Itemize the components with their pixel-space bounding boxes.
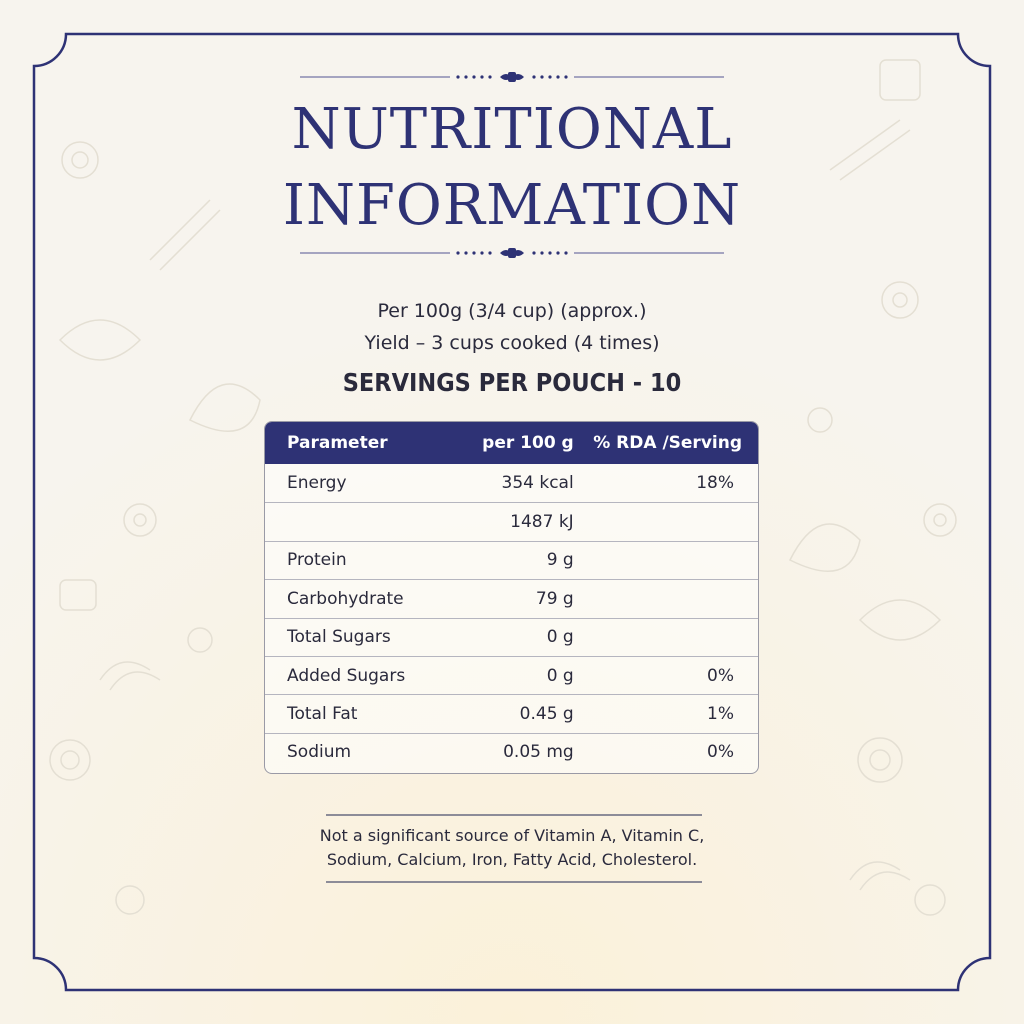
table-row: Carbohydrate 79 g [265,579,758,617]
table-row: Sodium 0.05 mg 0% [265,732,758,771]
table-row: Energy 354 kcal 18% [265,464,758,502]
table-header-row: Parameter per 100 g % RDA /Serving [265,422,758,464]
title-line-1: NUTRITIONAL [291,97,733,162]
table-row: Total Fat 0.45 g 1% [265,694,758,732]
row-parameter: Total Sugars [287,627,391,648]
title-line-2: INFORMATION [282,173,742,238]
row-rda: 1% [707,704,734,725]
row-parameter: Sodium [287,742,352,763]
row-parameter: Added Sugars [287,665,406,686]
header-parameter: Parameter [287,433,388,453]
table-row: Added Sugars 0 g 0% [265,655,758,694]
footnote-divider-bottom [326,881,702,883]
row-per-100g: 79 g [535,588,574,609]
row-parameter: Protein [287,550,347,571]
row-per-100g: 0 g [546,627,574,648]
row-per-100g: 1487 kJ [510,512,574,533]
table-row: 1487 kJ [265,502,758,540]
nutrition-table: Parameter per 100 g % RDA /Serving Energ… [264,421,759,774]
footnote-line-1: Not a significant source of Vitamin A, V… [319,826,705,845]
row-rda: 0% [707,665,734,686]
row-per-100g: 0.05 mg [503,742,574,763]
yield-text: Yield – 3 cups cooked (4 times) [364,332,660,354]
row-per-100g: 0 g [546,665,574,686]
row-per-100g: 0.45 g [519,704,574,725]
row-per-100g: 354 kcal [501,473,574,494]
header-per-100g: per 100 g [482,433,574,453]
servings-per-pouch: SERVINGS PER POUCH - 10 [342,368,682,397]
row-parameter: Total Fat [287,704,358,725]
table-row: Protein 9 g [265,540,758,579]
row-rda: 18% [696,473,734,494]
table-row: Total Sugars 0 g [265,617,758,656]
serving-size-text: Per 100g (3/4 cup) (approx.) [377,300,647,322]
row-rda: 0% [707,742,734,763]
footnote-line-2: Sodium, Calcium, Iron, Fatty Acid, Chole… [326,850,698,869]
row-per-100g: 9 g [546,550,574,571]
header-rda-serving: % RDA /Serving [593,433,742,453]
row-parameter: Energy [287,473,347,494]
title-ornament-top [300,72,724,82]
title-ornament-bottom [300,248,724,258]
row-parameter: Carbohydrate [287,588,404,609]
footnote-divider-top [326,814,702,816]
